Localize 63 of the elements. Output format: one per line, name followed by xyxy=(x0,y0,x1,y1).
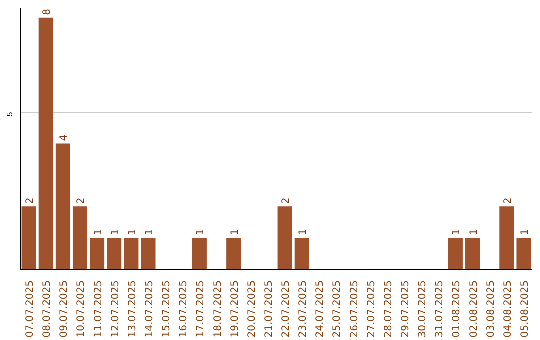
bar xyxy=(38,18,54,270)
data-label: 1 xyxy=(110,229,122,236)
x-tick-label: 19.07.2025 xyxy=(230,280,241,338)
bar xyxy=(466,238,480,270)
x-tick-label: 17.07.2025 xyxy=(196,280,207,338)
x-tick-label: 08.07.2025 xyxy=(42,280,54,338)
x-tick-label: 05.08.2025 xyxy=(520,280,531,338)
x-tick-label: 09.07.2025 xyxy=(59,280,70,338)
x-tick-label: 10.07.2025 xyxy=(76,280,88,338)
data-label: 1 xyxy=(127,229,138,236)
bar xyxy=(72,206,88,270)
x-tick-label: 23.07.2025 xyxy=(298,280,310,338)
x-tick-label: 16.07.2025 xyxy=(178,280,190,338)
x-tick-label: 11.07.2025 xyxy=(93,280,104,338)
bar xyxy=(294,238,310,270)
data-label: 1 xyxy=(196,229,207,236)
bar xyxy=(56,144,70,270)
x-tick-label: 20.07.2025 xyxy=(246,280,258,338)
x-tick-label: 04.08.2025 xyxy=(502,280,514,338)
bar xyxy=(107,238,122,270)
x-tick-label: 13.07.2025 xyxy=(127,280,138,338)
x-tick-label: 03.08.2025 xyxy=(486,280,497,338)
bar xyxy=(124,238,139,270)
x-tick-label: 25.07.2025 xyxy=(332,280,344,338)
x-tick-label: 26.07.2025 xyxy=(349,280,360,338)
bar xyxy=(226,238,242,270)
x-tick-label: 14.07.2025 xyxy=(144,280,156,338)
bar xyxy=(141,238,156,270)
x-tick-label: 07.07.2025 xyxy=(25,280,36,338)
x-tick-label: 18.07.2025 xyxy=(212,280,224,338)
data-label: 1 xyxy=(93,229,104,236)
data-label: 2 xyxy=(25,198,36,204)
x-tick-label: 29.07.2025 xyxy=(400,280,412,338)
x-tick-label: 01.08.2025 xyxy=(452,280,463,338)
bar xyxy=(448,238,463,270)
data-label: 1 xyxy=(452,229,463,236)
x-tick-label: 31.07.2025 xyxy=(434,280,446,338)
x-tick-label: 28.07.2025 xyxy=(383,280,394,338)
data-label: 8 xyxy=(42,9,54,16)
data-label: 2 xyxy=(502,198,514,204)
data-label: 1 xyxy=(230,229,241,236)
bar xyxy=(90,238,105,270)
data-label: 4 xyxy=(59,134,70,142)
data-label: 2 xyxy=(76,198,88,204)
x-tick-label: 22.07.2025 xyxy=(281,280,292,338)
bar xyxy=(500,206,514,270)
data-label: 1 xyxy=(298,229,310,236)
bar xyxy=(192,238,207,270)
x-tick-label: 12.07.2025 xyxy=(110,280,122,338)
x-tick-label: 21.07.2025 xyxy=(264,280,275,338)
x-tick-label: 27.07.2025 xyxy=(366,280,378,338)
x-tick-label: 15.07.2025 xyxy=(162,280,173,338)
data-label: 1 xyxy=(144,229,156,236)
data-label: 1 xyxy=(468,229,480,236)
bar xyxy=(278,206,292,270)
y-tick-label: 5 xyxy=(6,112,14,117)
x-tick-label: 24.07.2025 xyxy=(315,280,326,338)
x-tick-label: 30.07.2025 xyxy=(418,280,429,338)
bar xyxy=(516,238,532,270)
bar xyxy=(22,206,36,270)
data-label: 2 xyxy=(281,198,292,204)
data-label: 1 xyxy=(520,229,531,236)
x-tick-label: 02.08.2025 xyxy=(468,280,480,338)
